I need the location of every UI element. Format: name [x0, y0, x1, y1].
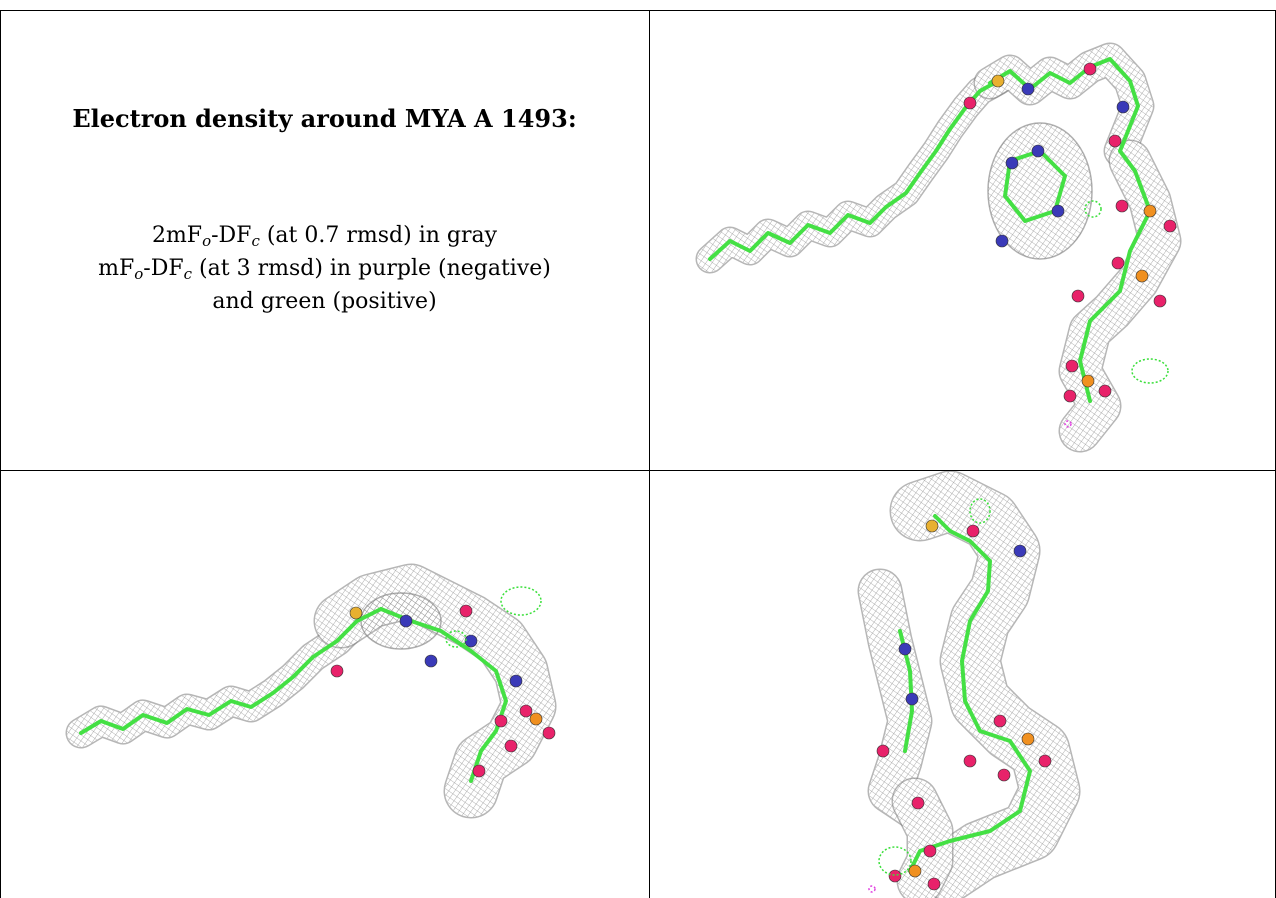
density-panel-top-right [650, 11, 1275, 470]
nitrogen-atom [464, 634, 478, 648]
nitrogen-atom [1013, 544, 1027, 558]
oxygen-atom [1163, 219, 1177, 233]
nitrogen-atom [898, 642, 912, 656]
oxygen-atom [923, 844, 937, 858]
caption-line-1: 2mFo-DFc (at 0.7 rmsd) in gray [151, 223, 498, 250]
oxygen-atom [876, 744, 890, 758]
oxygen-atom [963, 754, 977, 768]
nitrogen-atom [509, 674, 523, 688]
carbon-chain-bond [708, 79, 1000, 261]
oxygen-atom [1153, 294, 1167, 308]
oxygen-atom [519, 704, 533, 718]
oxygen-atom [1038, 754, 1052, 768]
oxygen-atom [997, 768, 1011, 782]
oxygen-atom [1083, 62, 1097, 76]
density-view-2 [65, 563, 557, 819]
linker-bond [908, 514, 1032, 873]
density-view-3 [857, 471, 1081, 898]
oxygen-atom [472, 764, 486, 778]
oxygen-atom [1071, 289, 1085, 303]
oxygen-atom [330, 664, 344, 678]
caption-cell: Electron density around MYA A 1493: 2mFo… [0, 10, 649, 470]
oxygen-atom [542, 726, 556, 740]
phosphorus-atom [1135, 269, 1149, 283]
nitrogen-atom [424, 654, 438, 668]
phosphorus-atom [529, 712, 543, 726]
sulfur-atom [349, 606, 363, 620]
caption-line-2: mFo-DFc (at 3 rmsd) in purple (negative) [98, 256, 551, 283]
density-mesh-adenine [987, 122, 1093, 260]
density-view-1 [695, 42, 1182, 453]
positive-density-peak [1131, 358, 1169, 384]
negative-density-peak [868, 885, 876, 893]
sulfur-atom [991, 74, 1005, 88]
positive-density-peak [500, 586, 542, 616]
table-border-middle [0, 470, 1276, 471]
density-panel-bottom-left [1, 471, 649, 898]
negative-density-peak [1064, 420, 1072, 428]
linker-bond [379, 607, 508, 783]
nitrogen-atom [1031, 144, 1045, 158]
oxygen-atom [504, 739, 518, 753]
oxygen-atom [1065, 359, 1079, 373]
oxygen-atom [459, 604, 473, 618]
oxygen-atom [1111, 256, 1125, 270]
nitrogen-atom [905, 692, 919, 706]
oxygen-atom [966, 524, 980, 538]
phosphorus-atom [1081, 374, 1095, 388]
oxygen-atom [963, 96, 977, 110]
nitrogen-atom [1021, 82, 1035, 96]
oxygen-atom [927, 877, 941, 891]
oxygen-atom [993, 714, 1007, 728]
table-border-top [0, 10, 1276, 11]
nitrogen-atom [1005, 156, 1019, 170]
oxygen-atom [1115, 199, 1129, 213]
caption-line-3: and green (positive) [212, 289, 437, 314]
oxygen-atom [1108, 134, 1122, 148]
nitrogen-atom [399, 614, 413, 628]
density-panel-bottom-right [650, 471, 1275, 898]
positive-density-peak [969, 498, 991, 524]
table-border-center [649, 10, 650, 898]
positive-density-peak [1084, 200, 1102, 218]
carbon-chain-bond [79, 607, 383, 735]
table-border-left [0, 10, 1, 898]
sulfur-atom [925, 519, 939, 533]
oxygen-atom [1063, 389, 1077, 403]
phosphorus-atom [1021, 732, 1035, 746]
caption-title: Electron density around MYA A 1493: [72, 104, 577, 133]
oxygen-atom [494, 714, 508, 728]
linker-bond [988, 57, 1152, 403]
density-mesh-upper [891, 472, 1079, 898]
phosphorus-atom [908, 864, 922, 878]
oxygen-atom [911, 796, 925, 810]
phosphorus-atom [1143, 204, 1157, 218]
positive-density-peak [878, 846, 912, 876]
oxygen-atom [888, 869, 902, 883]
nitrogen-atom [1051, 204, 1065, 218]
positive-density-peak [445, 630, 467, 648]
nitrogen-atom [1116, 100, 1130, 114]
oxygen-atom [1098, 384, 1112, 398]
nitrogen-atom [995, 234, 1009, 248]
